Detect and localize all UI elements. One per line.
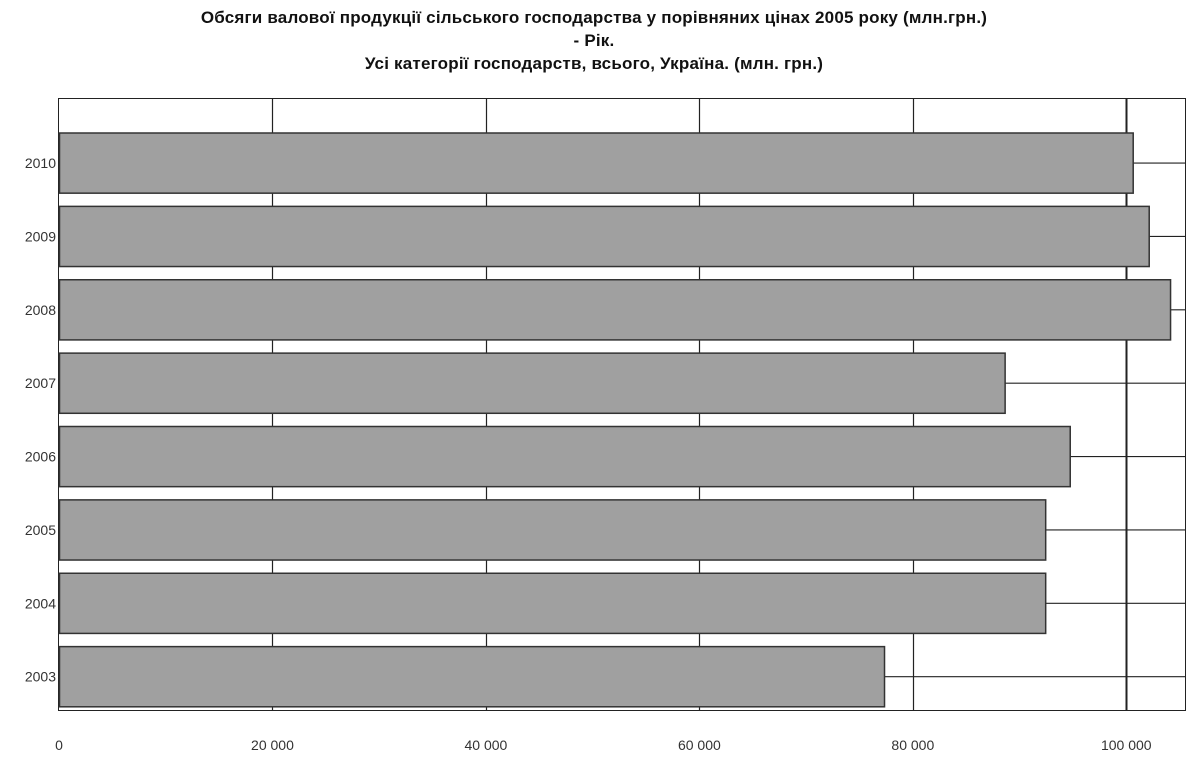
y-tick-label-2009: 2009 [25,228,56,244]
bar-2010 [58,132,1134,194]
y-tick-label-2010: 2010 [25,155,56,171]
x-tick-label: 100 000 [1101,737,1152,753]
label-layer: 2010 2009 2008 2007 2006 2005 2004 2003 0 20 000 4… [25,155,1152,753]
x-tick-label: 60 000 [678,737,721,753]
y-tick-label-2004: 2004 [25,595,56,611]
y-tick-label-2005: 2005 [25,522,56,538]
x-tick-label: 20 000 [251,737,294,753]
chart-title-line-2: - Рік. [573,31,615,50]
chart-title-line-1: Обсяги валової продукції сільського госп… [200,8,988,27]
bar-2003 [58,645,886,708]
y-tick-label-2003: 2003 [25,669,56,685]
bar-layer [58,132,1172,708]
x-tick-label: 0 [55,737,63,753]
chart-title-line-3: Усі категорії господарств, всього, Украї… [364,54,824,73]
bar-2006 [58,425,1071,488]
y-tick-label-2006: 2006 [25,449,56,465]
y-tick-label-2008: 2008 [25,302,56,318]
x-tick-label: 40 000 [465,737,508,753]
bar-2008 [58,279,1172,341]
x-tick-label: 80 000 [891,737,934,753]
bar-2004 [58,572,1047,635]
chart-title: Обсяги валової продукції сільського госп… [0,6,1188,75]
bar-2005 [58,499,1047,561]
bar-2007 [58,352,1006,415]
bar-2009 [58,205,1150,268]
y-tick-label-2007: 2007 [25,375,56,391]
